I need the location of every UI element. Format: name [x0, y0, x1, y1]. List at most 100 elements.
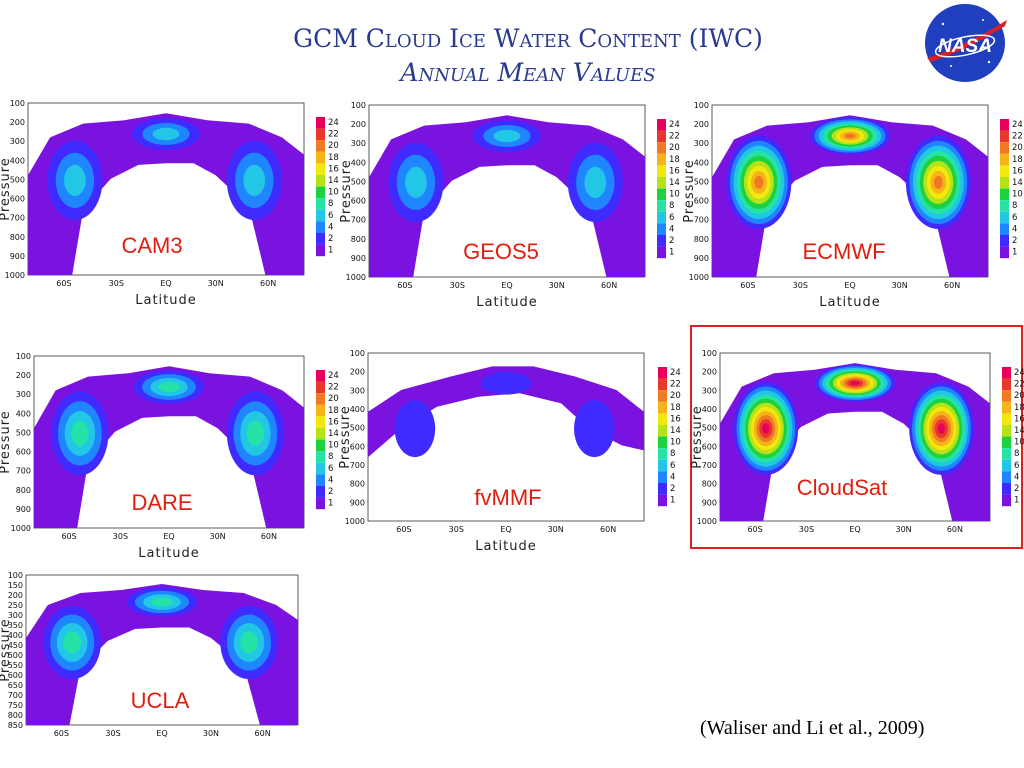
- y-tick-label: 200: [694, 120, 709, 129]
- y-tick-label: 900: [702, 498, 717, 507]
- colorbar-label: 24: [670, 368, 681, 378]
- colorbar-label: 1: [328, 246, 333, 256]
- colorbar-swatch: [658, 413, 667, 425]
- x-tick-label: 60N: [261, 532, 277, 541]
- chart-ucla: 1001502002503003504004505005506006507007…: [0, 571, 299, 738]
- colorbar-swatch: [658, 483, 667, 495]
- x-tick-label: 60N: [944, 281, 960, 290]
- iwc-contour-level-1: [574, 400, 615, 458]
- colorbar-label: 16: [328, 164, 339, 174]
- iwc-contour-outer: [368, 366, 644, 458]
- colorbar-label: 22: [669, 132, 680, 142]
- y-tick-label: 700: [8, 691, 23, 700]
- colorbar-swatch: [658, 378, 667, 391]
- y-tick-label: 400: [351, 158, 366, 167]
- nasa-logo-star: [987, 60, 991, 64]
- colorbar-swatch: [1000, 119, 1009, 131]
- y-tick-label: 500: [694, 177, 709, 186]
- colorbar-label: 6: [1014, 461, 1019, 471]
- x-tick-label: 30S: [113, 532, 128, 541]
- colorbar-swatch: [1000, 142, 1009, 154]
- iwc-contour-level-9: [844, 133, 856, 139]
- y-tick-label: 400: [702, 405, 717, 414]
- colorbar-swatch: [1000, 130, 1009, 143]
- iwc-contour-level-11: [850, 381, 860, 386]
- colorbar-swatch: [1002, 483, 1011, 495]
- x-tick-label: 30N: [210, 532, 226, 541]
- page-title: GCM Cloud Ice Water Content (IWC): [293, 24, 763, 53]
- colorbar-label: 24: [1012, 120, 1023, 130]
- colorbar-swatch: [1000, 188, 1009, 201]
- colorbar-label: 2: [1014, 484, 1019, 494]
- colorbar-swatch: [658, 494, 667, 507]
- y-tick-label: 700: [351, 216, 366, 225]
- colorbar-label: 8: [670, 449, 675, 459]
- iwc-contour-level-3: [493, 129, 521, 143]
- colorbar-label: 14: [328, 176, 339, 186]
- x-tick-label: EQ: [849, 525, 860, 534]
- model-label: CloudSat: [797, 475, 888, 500]
- colorbar-label: 4: [1012, 224, 1017, 234]
- colorbar-label: 4: [1014, 472, 1019, 482]
- colorbar-label: 18: [328, 406, 339, 416]
- y-tick-label: 400: [10, 156, 25, 165]
- y-axis-label: Pressure: [690, 405, 705, 469]
- iwc-contour-level-3: [152, 127, 180, 141]
- colorbar-swatch: [657, 130, 666, 143]
- plot-area: [711, 104, 989, 278]
- y-tick-label: 1000: [11, 524, 31, 533]
- colorbar-label: 6: [328, 211, 333, 221]
- y-tick-label: 1000: [5, 271, 25, 280]
- colorbar-swatch: [657, 235, 666, 247]
- y-tick-label: 100: [694, 101, 709, 110]
- x-axis-label: Latitude: [138, 546, 200, 561]
- colorbar-label: 22: [670, 380, 681, 390]
- x-tick-label: 30S: [799, 525, 814, 534]
- y-tick-label: 400: [350, 405, 365, 414]
- colorbar-swatch: [1000, 211, 1009, 224]
- colorbar-swatch: [657, 119, 666, 131]
- y-tick-label: 200: [702, 368, 717, 377]
- nasa-logo-vector: [927, 20, 1007, 62]
- x-tick-label: EQ: [160, 279, 171, 288]
- y-tick-label: 600: [8, 671, 23, 680]
- colorbar-swatch: [1000, 235, 1009, 247]
- y-tick-label: 600: [16, 448, 31, 457]
- colorbar-swatch: [316, 186, 325, 199]
- iwc-contour-level-4: [151, 597, 173, 607]
- colorbar-swatch: [1002, 436, 1011, 449]
- y-axis-label: Pressure: [0, 157, 13, 221]
- y-tick-label: 700: [702, 461, 717, 470]
- y-tick-label: 700: [694, 216, 709, 225]
- y-tick-label: 500: [16, 428, 31, 437]
- y-tick-label: 600: [10, 195, 25, 204]
- model-label: ECMWF: [802, 239, 885, 264]
- colorbar-swatch: [658, 471, 667, 483]
- x-tick-label: EQ: [501, 281, 512, 290]
- colorbar-label: 22: [328, 383, 339, 393]
- x-tick-label: EQ: [500, 525, 511, 534]
- y-tick-label: 900: [10, 252, 25, 261]
- colorbar-label: 4: [670, 472, 675, 482]
- colorbar-swatch: [1000, 223, 1009, 235]
- x-tick-label: 30N: [203, 729, 219, 738]
- colorbar-swatch: [657, 223, 666, 235]
- y-tick-label: 300: [16, 390, 31, 399]
- cloudsat-highlight-box: [690, 325, 1023, 549]
- y-tick-label: 700: [10, 214, 25, 223]
- iwc-contour-level-3: [243, 164, 266, 196]
- y-tick-label: 200: [351, 120, 366, 129]
- colorbar-label: 6: [669, 213, 674, 223]
- colorbar-swatch: [316, 462, 325, 475]
- y-tick-label: 850: [8, 721, 23, 730]
- colorbar-swatch: [316, 393, 325, 405]
- y-tick-label: 100: [350, 349, 365, 358]
- x-axis-label: Latitude: [475, 539, 537, 554]
- x-tick-label: 30N: [548, 525, 564, 534]
- y-tick-label: 800: [702, 480, 717, 489]
- iwc-contour-level-4: [158, 381, 180, 393]
- x-tick-label: 60S: [740, 281, 755, 290]
- y-axis-label: Pressure: [0, 618, 13, 682]
- chart-cloudsat: 100 200 300 400 500 600 700 800 900 1000 60S 30S EQ 3…: [690, 349, 1024, 534]
- y-tick-label: 400: [8, 631, 23, 640]
